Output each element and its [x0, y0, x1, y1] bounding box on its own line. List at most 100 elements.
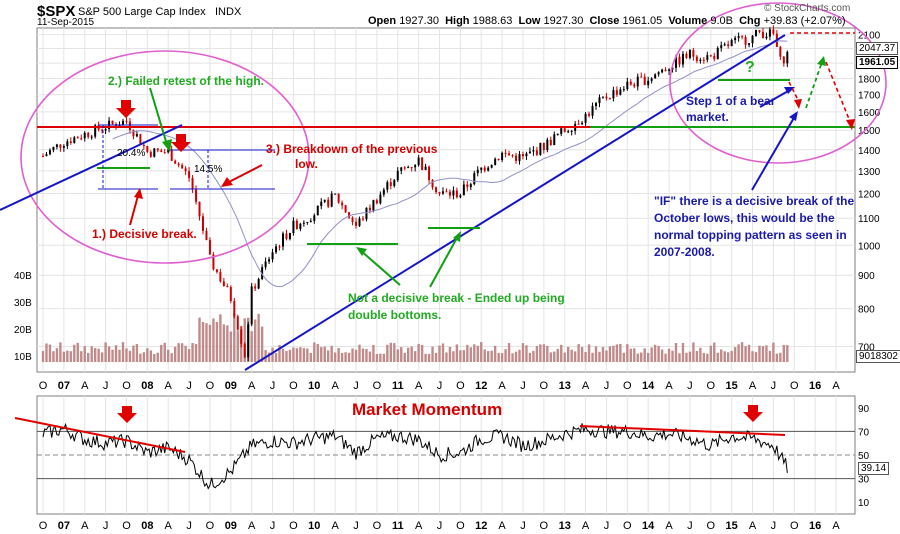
- volume-bar: [490, 350, 493, 362]
- volume-y-tick-label: 10B: [14, 352, 32, 363]
- price-candle-body: [375, 200, 378, 204]
- volume-bar: [142, 352, 146, 362]
- volume-bar: [267, 352, 271, 362]
- price-candle-body: [428, 166, 431, 180]
- price-candle-body: [128, 121, 131, 131]
- price-x-tick-label: O: [623, 380, 632, 392]
- price-x-tick-label: J: [437, 380, 443, 392]
- price-candle-body: [288, 233, 291, 239]
- open-label: Open: [368, 15, 397, 27]
- volume-bar: [646, 352, 650, 362]
- price-candle-body: [101, 129, 104, 131]
- volume-bar: [354, 349, 358, 362]
- ellipse-2015-top: [669, 2, 887, 164]
- volume-bar: [382, 353, 386, 362]
- volume-tag: 9018302: [856, 350, 900, 363]
- price-candle-body: [695, 56, 698, 61]
- price-candle-body: [487, 167, 490, 171]
- volume-bar: [327, 350, 330, 362]
- momentum-x-tick-label: A: [248, 520, 256, 532]
- volume-bar: [52, 351, 55, 362]
- volume-bar: [62, 351, 66, 362]
- volume-bar: [379, 353, 382, 362]
- price-candle-body: [445, 191, 448, 193]
- price-candle-body: [275, 246, 278, 253]
- price-candle-body: [254, 286, 257, 289]
- price-candle-body: [268, 259, 271, 262]
- volume-bar: [772, 342, 775, 362]
- price-candle-body: [48, 150, 51, 155]
- price-candle-body: [139, 134, 142, 145]
- price-candle-body: [629, 81, 632, 85]
- price-x-tick-label: J: [771, 380, 777, 392]
- stockcharts-watermark: © StockCharts.com: [764, 3, 851, 14]
- open-value: 1927.30: [399, 15, 439, 27]
- price-x-tick-label: A: [331, 380, 339, 392]
- volume-bar: [775, 353, 779, 362]
- momentum-y-tick-label: 30: [858, 475, 870, 486]
- price-candle-body: [323, 199, 326, 202]
- volume-bar: [389, 342, 393, 362]
- volume-bar: [681, 343, 685, 362]
- volume-bar: [156, 352, 159, 362]
- price-candle-body: [247, 324, 250, 358]
- volume-bar: [87, 352, 90, 362]
- momentum-x-tick-label: J: [353, 520, 359, 532]
- momentum-x-tick-label: J: [687, 520, 693, 532]
- price-x-tick-label: 14: [642, 380, 655, 392]
- volume-bar: [93, 348, 97, 362]
- volume-bar: [754, 352, 758, 362]
- price-candle-body: [448, 191, 451, 196]
- volume-bar: [403, 352, 406, 362]
- volume-bar: [786, 345, 789, 362]
- price-x-tick-label: 16: [809, 380, 821, 392]
- price-candle-body: [626, 81, 629, 90]
- volume-bar: [643, 348, 646, 362]
- volume-bar: [302, 348, 306, 362]
- volume-bar: [194, 344, 198, 362]
- momentum-x-tick-label: 16: [809, 520, 821, 532]
- volume-bar: [215, 321, 219, 362]
- price-candle-body: [483, 167, 486, 171]
- momentum-x-tick-label: O: [206, 520, 215, 532]
- close-value: 1961.05: [622, 15, 663, 27]
- volume-bar: [549, 352, 552, 362]
- volume-bar: [337, 348, 340, 362]
- price-candle-body: [264, 261, 267, 268]
- price-x-tick-label: A: [248, 380, 256, 392]
- volume-bar: [525, 345, 528, 362]
- red-down-arrow-2: [171, 134, 191, 152]
- volume-bar: [198, 317, 201, 362]
- price-candle-body: [601, 96, 604, 98]
- label-if-4: 2007-2008.: [654, 245, 715, 259]
- price-candle-body: [438, 192, 441, 194]
- price-x-tick-label: A: [665, 380, 673, 392]
- price-candle-body: [302, 222, 305, 224]
- momentum-x-tick-label: 12: [475, 520, 487, 532]
- price-candle-body: [355, 221, 358, 226]
- momentum-x-tick-label: A: [165, 520, 173, 532]
- price-y-tick-label: 1700: [858, 91, 881, 102]
- price-candle-body: [549, 139, 552, 146]
- volume-bar: [535, 346, 539, 362]
- price-candle-body: [261, 267, 264, 280]
- red-down-arrow-mom-1: [117, 406, 137, 423]
- momentum-x-tick-label: O: [707, 520, 716, 532]
- price-candle-body: [219, 271, 222, 282]
- volume-bar: [504, 349, 507, 362]
- price-candle-body: [567, 131, 570, 133]
- price-candle-body: [94, 125, 97, 137]
- volume-bar: [316, 343, 319, 362]
- volume-bar: [740, 342, 744, 362]
- price-candle-body: [292, 220, 295, 234]
- volume-bar: [563, 352, 566, 362]
- volume-bar: [177, 343, 180, 362]
- volume-bar: [274, 352, 278, 362]
- price-candle-body: [344, 205, 347, 213]
- volume-bar: [441, 343, 445, 362]
- momentum-x-tick-label: 11: [392, 520, 404, 532]
- price-candle-body: [598, 97, 601, 104]
- price-candle-body: [135, 134, 138, 137]
- price-candle-body: [758, 30, 761, 32]
